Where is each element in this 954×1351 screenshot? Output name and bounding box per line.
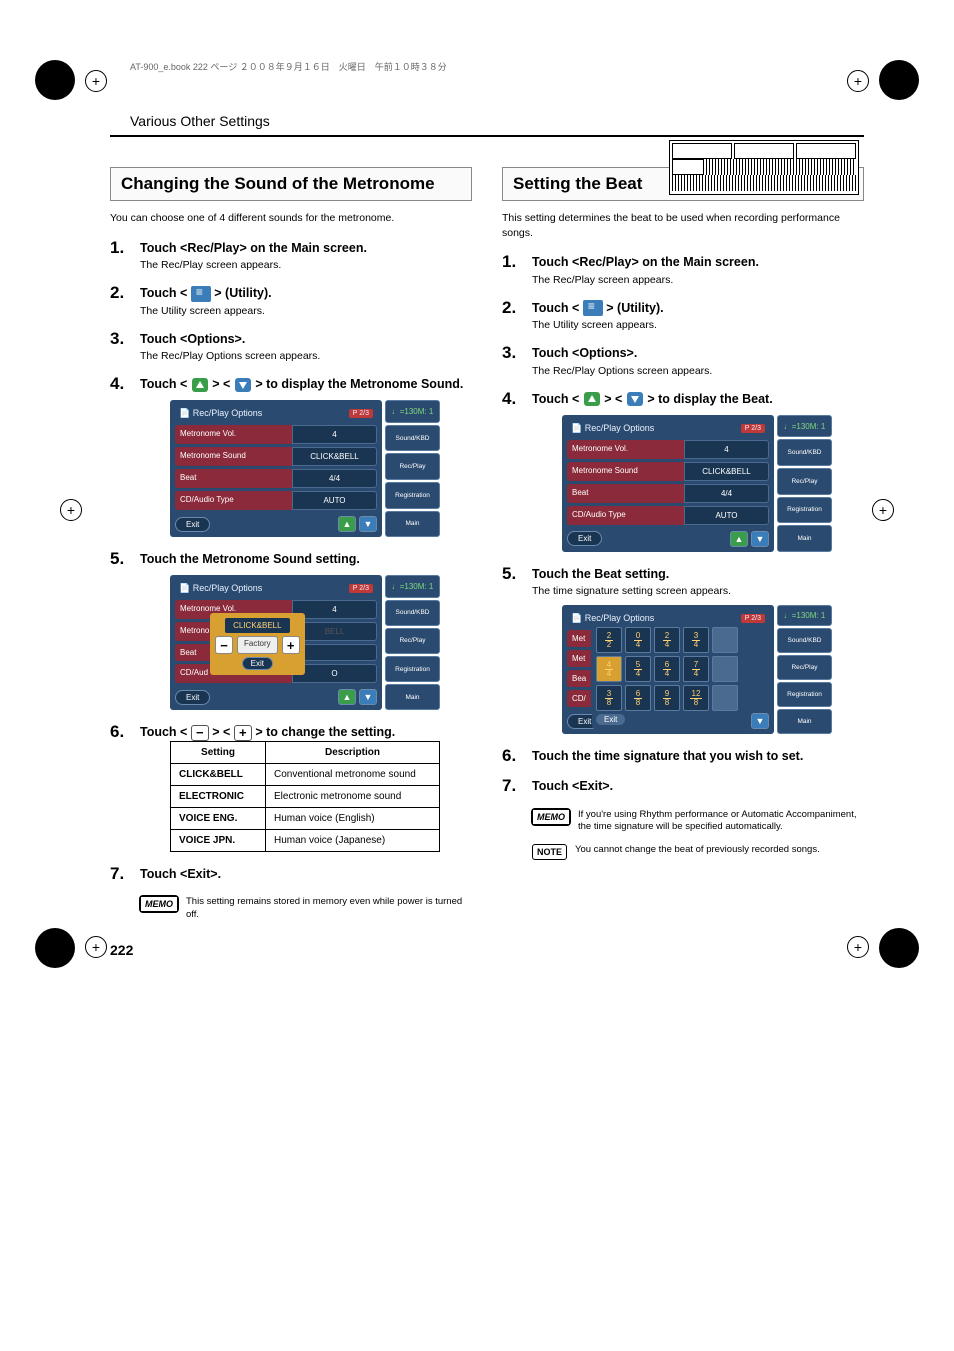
left-column: Changing the Sound of the Metronome You … bbox=[110, 167, 472, 958]
step-4: Touch < > < > to display the Metronome S… bbox=[110, 376, 472, 537]
step-6: Touch < − > < + > to change the setting.… bbox=[110, 724, 472, 852]
arrow-down-icon bbox=[627, 392, 643, 406]
step-2: Touch < > (Utility). The Utility screen … bbox=[502, 300, 864, 332]
section-heading-metronome-sound: Changing the Sound of the Metronome bbox=[110, 167, 472, 201]
step-3: Touch <Options>. The Rec/Play Options sc… bbox=[502, 345, 864, 376]
arrow-up-icon bbox=[584, 392, 600, 406]
arrow-down-icon bbox=[235, 378, 251, 392]
utility-icon bbox=[583, 300, 603, 316]
step-7: Touch <Exit>. bbox=[502, 778, 864, 794]
step-7: Touch <Exit>. bbox=[110, 866, 472, 882]
memo-box: MEMO If you're using Rhythm performance … bbox=[532, 809, 864, 835]
screenshot-options: 📄 Rec/Play Options P 2/3 Metronome Vol.4… bbox=[562, 415, 832, 552]
utility-icon bbox=[191, 286, 211, 302]
memo-box: MEMO This setting remains stored in memo… bbox=[140, 896, 472, 922]
step-5: Touch the Metronome Sound setting. 📄 Rec… bbox=[110, 551, 472, 710]
intro-text: This setting determines the beat to be u… bbox=[502, 211, 864, 240]
page-number: 222 bbox=[110, 942, 472, 958]
screenshot-options: 📄 Rec/Play Options P 2/3 Metronome Vol.4… bbox=[170, 400, 440, 537]
divider bbox=[110, 135, 864, 137]
step-6: Touch the time signature that you wish t… bbox=[502, 748, 864, 764]
chapter-title: Various Other Settings bbox=[110, 113, 864, 129]
step-4: Touch < > < > to display the Beat. 📄 Rec… bbox=[502, 391, 864, 552]
step-1: Touch <Rec/Play> on the Main screen. The… bbox=[502, 254, 864, 285]
book-source-header: AT-900_e.book 222 ページ ２００８年９月１６日 火曜日 午前１… bbox=[110, 60, 864, 73]
step-1: Touch <Rec/Play> on the Main screen. The… bbox=[110, 240, 472, 271]
arrow-up-icon bbox=[192, 378, 208, 392]
settings-table: SettingDescription CLICK&BELLConventiona… bbox=[170, 741, 440, 852]
screenshot-options-popup: 📄 Rec/Play Options P 2/3 Metronome Vol.4… bbox=[170, 575, 440, 710]
right-column: Setting the Beat This setting determines… bbox=[502, 167, 864, 958]
note-box: NOTE You cannot change the beat of previ… bbox=[532, 844, 864, 860]
step-2: Touch < > (Utility). The Utility screen … bbox=[110, 285, 472, 317]
step-5: Touch the Beat setting. The time signatu… bbox=[502, 566, 864, 734]
intro-text: You can choose one of 4 different sounds… bbox=[110, 211, 472, 226]
device-thumbnail bbox=[669, 140, 859, 195]
screenshot-time-signature: 📄 Rec/Play Options P 2/3 Met Met Bea CD/… bbox=[562, 605, 832, 734]
step-3: Touch <Options>. The Rec/Play Options sc… bbox=[110, 331, 472, 362]
